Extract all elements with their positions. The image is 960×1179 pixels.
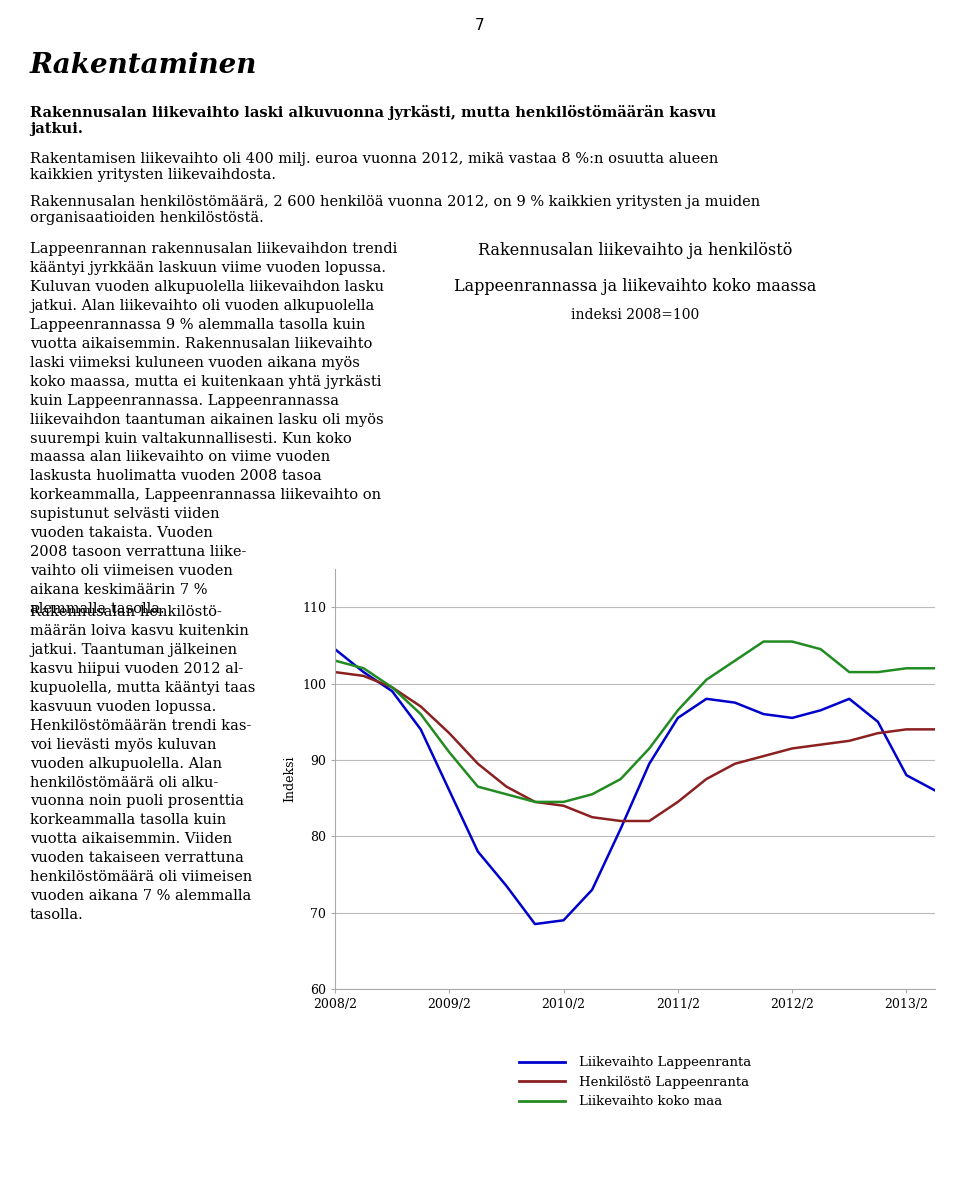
- Legend: Liikevaihto Lappeenranta, Henkilöstö Lappeenranta, Liikevaihto koko maa: Liikevaihto Lappeenranta, Henkilöstö Lap…: [519, 1056, 751, 1108]
- Text: Rakentaminen: Rakentaminen: [30, 52, 257, 79]
- Text: indeksi 2008=100: indeksi 2008=100: [571, 308, 699, 322]
- Text: 7: 7: [475, 18, 485, 33]
- Text: Lappeenrannassa ja liikevaihto koko maassa: Lappeenrannassa ja liikevaihto koko maas…: [454, 278, 816, 295]
- Text: Lappeenrannan rakennusalan liikevaihdon trendi
kääntyi jyrkkään laskuun viime vu: Lappeenrannan rakennusalan liikevaihdon …: [30, 242, 397, 617]
- Text: Rakentamisen liikevaihto oli 400 milj. euroa vuonna 2012, mikä vastaa 8 %:n osuu: Rakentamisen liikevaihto oli 400 milj. e…: [30, 152, 718, 183]
- Text: Rakennusalan liikevaihto laski alkuvuonna jyrkästi, mutta henkilöstömäärän kasvu: Rakennusalan liikevaihto laski alkuvuonn…: [30, 105, 716, 137]
- Y-axis label: Indeksi: Indeksi: [283, 756, 297, 802]
- Text: Rakennusalan henkilöstö-
määrän loiva kasvu kuitenkin
jatkui. Taantuman jälkeine: Rakennusalan henkilöstö- määrän loiva ka…: [30, 605, 255, 922]
- Text: Rakennusalan liikevaihto ja henkilöstö: Rakennusalan liikevaihto ja henkilöstö: [478, 242, 792, 259]
- Text: Rakennusalan henkilöstömäärä, 2 600 henkilöä vuonna 2012, on 9 % kaikkien yritys: Rakennusalan henkilöstömäärä, 2 600 henk…: [30, 195, 760, 225]
